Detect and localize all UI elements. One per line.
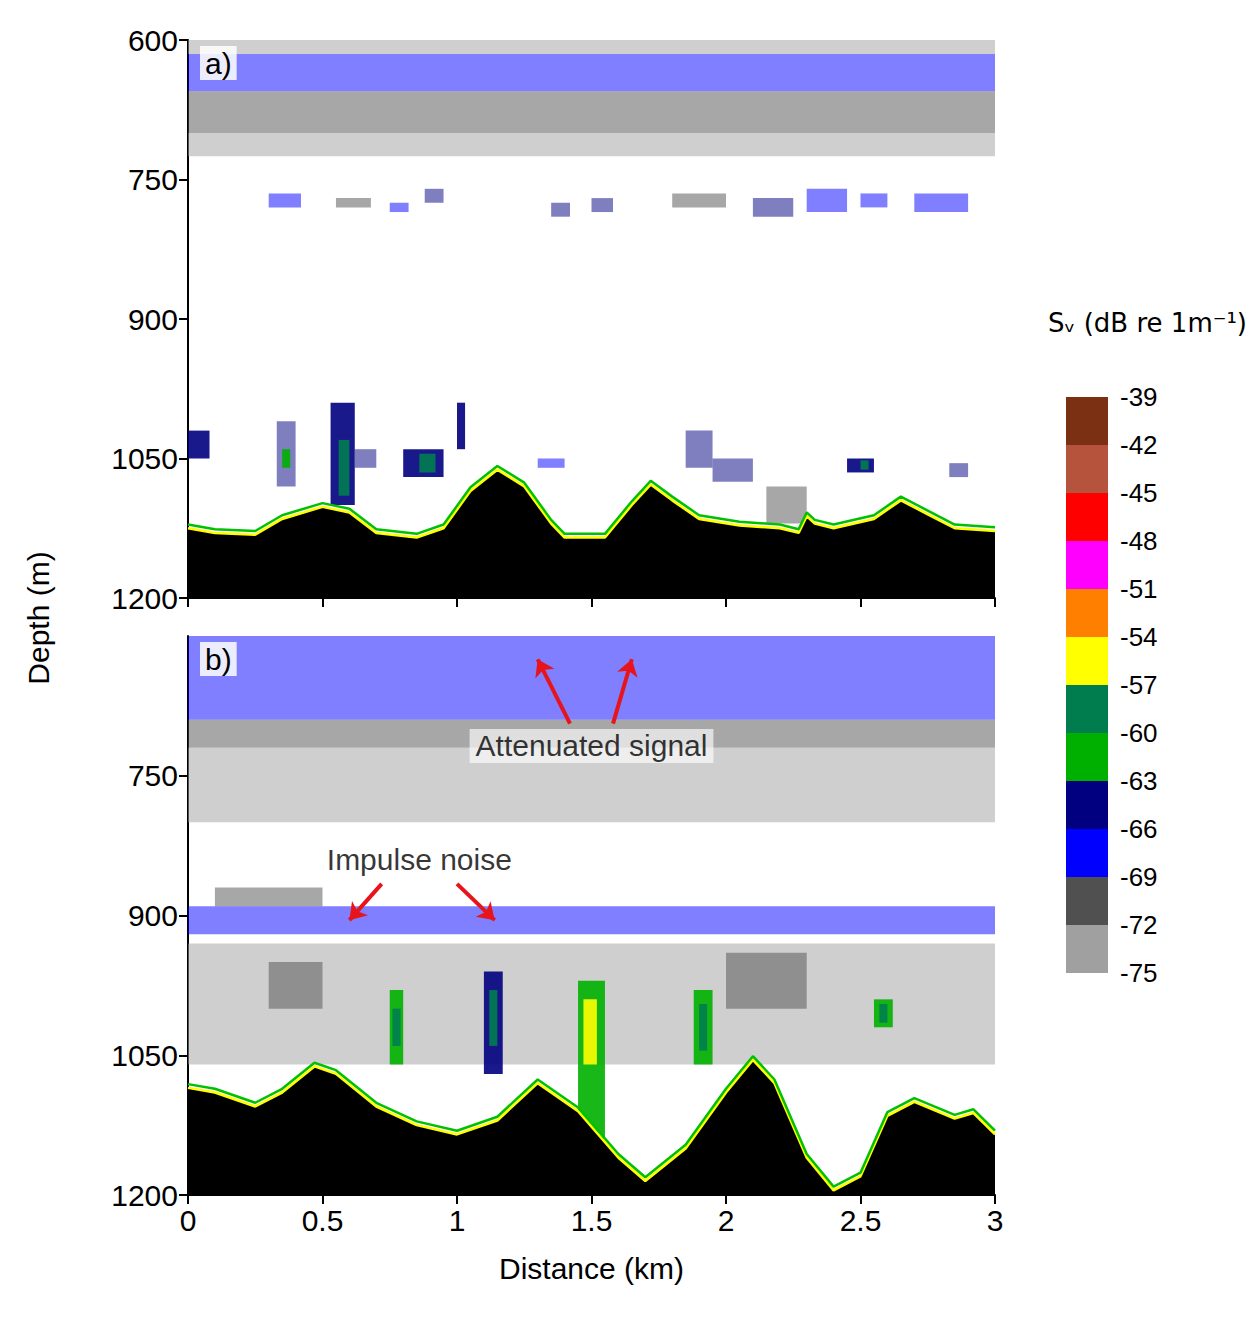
svg-text:a): a) <box>205 47 232 80</box>
svg-text:Attenuated signal: Attenuated signal <box>476 729 708 762</box>
svg-text:0: 0 <box>180 1204 197 1237</box>
svg-text:750: 750 <box>128 163 178 196</box>
svg-text:-39: -39 <box>1120 382 1158 412</box>
svg-text:750: 750 <box>128 759 178 792</box>
svg-text:Impulse noise: Impulse noise <box>327 843 512 876</box>
svg-text:Depth (m): Depth (m) <box>22 551 55 684</box>
svg-text:600: 600 <box>128 24 178 57</box>
svg-text:2: 2 <box>718 1204 735 1237</box>
svg-text:-63: -63 <box>1120 766 1158 796</box>
svg-text:1050: 1050 <box>111 442 178 475</box>
svg-text:-60: -60 <box>1120 718 1158 748</box>
svg-text:b): b) <box>205 643 232 676</box>
svg-text:1050: 1050 <box>111 1039 178 1072</box>
svg-text:-66: -66 <box>1120 814 1158 844</box>
svg-text:900: 900 <box>128 303 178 336</box>
svg-text:-51: -51 <box>1120 574 1158 604</box>
svg-text:-75: -75 <box>1120 958 1158 988</box>
svg-text:-72: -72 <box>1120 910 1158 940</box>
svg-text:1.5: 1.5 <box>571 1204 613 1237</box>
svg-text:Sᵥ (dB re 1m⁻¹): Sᵥ (dB re 1m⁻¹) <box>1048 308 1247 338</box>
svg-text:1200: 1200 <box>111 582 178 615</box>
svg-text:-48: -48 <box>1120 526 1158 556</box>
svg-text:1200: 1200 <box>111 1179 178 1212</box>
svg-text:2.5: 2.5 <box>840 1204 882 1237</box>
svg-text:-45: -45 <box>1120 478 1158 508</box>
svg-text:Distance (km): Distance (km) <box>499 1252 684 1285</box>
svg-text:-42: -42 <box>1120 430 1158 460</box>
svg-text:900: 900 <box>128 899 178 932</box>
svg-text:-54: -54 <box>1120 622 1158 652</box>
svg-text:1: 1 <box>449 1204 466 1237</box>
svg-text:-69: -69 <box>1120 862 1158 892</box>
svg-text:0.5: 0.5 <box>302 1204 344 1237</box>
svg-text:3: 3 <box>987 1204 1004 1237</box>
svg-text:-57: -57 <box>1120 670 1158 700</box>
